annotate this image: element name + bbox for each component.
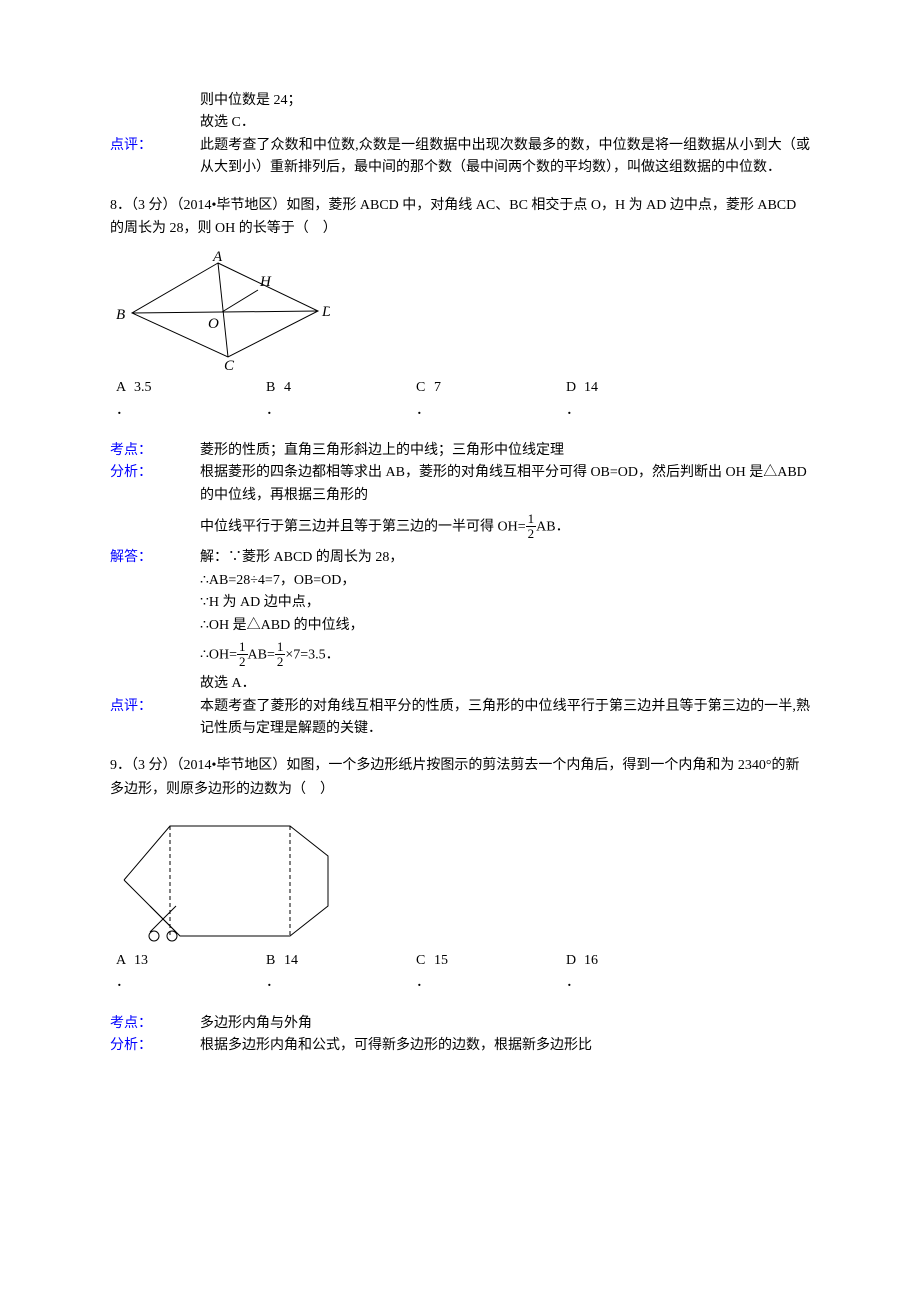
q8-opt-c: C． 7 bbox=[416, 377, 566, 422]
q8-opt-d-val: 14 bbox=[584, 377, 598, 399]
q8-jieda-l2: ∴AB=28÷4=7，OB=OD， bbox=[200, 570, 810, 592]
opt-letter-a: A bbox=[116, 377, 134, 399]
q8-opt-b-val: 4 bbox=[284, 377, 291, 399]
q8-jieda-row: 解答： 解：∵菱形 ABCD 的周长为 28， ∴AB=28÷4=7，OB=OD… bbox=[110, 547, 810, 695]
q8-jieda-label: 解答： bbox=[110, 547, 200, 695]
q8-fenxi-a: 根据菱形的四条边都相等求出 AB，菱形的对角线互相平分可得 OB=OD，然后判断… bbox=[200, 465, 807, 502]
prev-solution-tail: 则中位数是 24； 故选 C． bbox=[110, 90, 810, 135]
q9-polygon-svg bbox=[110, 810, 340, 944]
q9-kaodian-label: 考点： bbox=[110, 1013, 200, 1035]
opt-dot: ． bbox=[416, 400, 434, 422]
prev-comment-row: 点评： 此题考查了众数和中位数,众数是一组数据中出现次数最多的数，中位数是将一组… bbox=[110, 135, 810, 180]
opt-dot: ． bbox=[566, 972, 584, 994]
opt-dot: ． bbox=[566, 400, 584, 422]
q8-opt-a-val: 3.5 bbox=[134, 377, 152, 399]
opt-dot: ． bbox=[266, 400, 284, 422]
q9-opt-a-val: 13 bbox=[134, 950, 148, 972]
q8-jieda-l5-prefix: ∴OH= bbox=[200, 647, 237, 662]
opt-dot: ． bbox=[266, 972, 284, 994]
fraction-half-2: 12 bbox=[237, 640, 248, 668]
svg-text:A: A bbox=[212, 249, 223, 265]
q9-opt-a: A． 13 bbox=[116, 950, 266, 995]
q9-opt-d: D． 16 bbox=[566, 950, 716, 995]
q9-fenxi-text: 根据多边形内角和公式，可得新多边形的边数，根据新多边形比 bbox=[200, 1035, 810, 1057]
q9-kaodian-row: 考点： 多边形内角与外角 bbox=[110, 1013, 810, 1035]
q9-stem: 9．（3 分）（2014•毕节地区）如图，一个多边形纸片按图示的剪法剪去一个内角… bbox=[110, 754, 810, 802]
q8-fenxi-b-prefix: 中位线平行于第三边并且等于第三边的一半可得 OH= bbox=[200, 519, 526, 534]
opt-letter-b: B bbox=[266, 377, 284, 399]
q9-kaodian-text: 多边形内角与外角 bbox=[200, 1013, 810, 1035]
opt-dot: ． bbox=[116, 400, 134, 422]
q9-figure bbox=[110, 810, 810, 944]
q9-options: A． 13 B． 14 C． 15 D． 16 bbox=[116, 950, 810, 995]
svg-text:C: C bbox=[224, 358, 235, 371]
q9-fenxi-label: 分析： bbox=[110, 1035, 200, 1057]
q8-jieda-l5-mid: AB= bbox=[248, 647, 275, 662]
opt-letter-d: D bbox=[566, 377, 584, 399]
opt-letter-c: C bbox=[416, 377, 434, 399]
q9-opt-b: B． 14 bbox=[266, 950, 416, 995]
q8-kaodian-text: 菱形的性质；直角三角形斜边上的中线；三角形中位线定理 bbox=[200, 440, 810, 462]
q8-fenxi-b: 中位线平行于第三边并且等于第三边的一半可得 OH=12AB． bbox=[200, 513, 810, 541]
q9-opt-d-val: 16 bbox=[584, 950, 598, 972]
q8-fenxi-label: 分析： bbox=[110, 462, 200, 541]
q8-figure: A B C D O H bbox=[110, 249, 810, 371]
q9-opt-c-val: 15 bbox=[434, 950, 448, 972]
q9-opt-b-val: 14 bbox=[284, 950, 298, 972]
svg-text:B: B bbox=[116, 307, 125, 323]
prev-comment-label: 点评： bbox=[110, 135, 200, 180]
opt-dot: ． bbox=[416, 972, 434, 994]
fraction-half-3: 12 bbox=[275, 640, 286, 668]
q8-jieda-text: 解：∵菱形 ABCD 的周长为 28， ∴AB=28÷4=7，OB=OD， ∵H… bbox=[200, 547, 810, 695]
q9-opt-c: C． 15 bbox=[416, 950, 566, 995]
opt-dot: ． bbox=[116, 972, 134, 994]
q8-stem: 8．（3 分）（2014•毕节地区）如图，菱形 ABCD 中，对角线 AC、BC… bbox=[110, 194, 810, 242]
prev-tail-line2: 故选 C． bbox=[200, 112, 810, 134]
q8-fenxi-text: 根据菱形的四条边都相等求出 AB，菱形的对角线互相平分可得 OB=OD，然后判断… bbox=[200, 462, 810, 541]
scissors-icon bbox=[149, 906, 177, 941]
opt-letter-d: D bbox=[566, 950, 584, 972]
opt-letter-b: B bbox=[266, 950, 284, 972]
q8-jieda-l5: ∴OH=12AB=12×7=3.5． bbox=[200, 641, 810, 669]
q8-options: A． 3.5 B． 4 C． 7 D． 14 bbox=[116, 377, 810, 422]
opt-letter-c: C bbox=[416, 950, 434, 972]
q8-jieda-l6: 故选 A． bbox=[200, 673, 810, 695]
prev-tail-content: 则中位数是 24； 故选 C． bbox=[200, 90, 810, 135]
q8-opt-b: B． 4 bbox=[266, 377, 416, 422]
fraction-half-1: 12 bbox=[526, 512, 537, 540]
label-empty bbox=[110, 90, 200, 135]
q8-rhombus-svg: A B C D O H bbox=[110, 249, 330, 371]
q8-opt-c-val: 7 bbox=[434, 377, 441, 399]
q8-opt-a: A． 3.5 bbox=[116, 377, 266, 422]
q8-fenxi-b-suffix: AB． bbox=[536, 519, 569, 534]
q8-fenxi-row: 分析： 根据菱形的四条边都相等求出 AB，菱形的对角线互相平分可得 OB=OD，… bbox=[110, 462, 810, 541]
svg-text:H: H bbox=[259, 274, 272, 290]
prev-comment-text: 此题考查了众数和中位数,众数是一组数据中出现次数最多的数，中位数是将一组数据从小… bbox=[200, 135, 810, 180]
q9-fenxi-row: 分析： 根据多边形内角和公式，可得新多边形的边数，根据新多边形比 bbox=[110, 1035, 810, 1057]
q8-dianping-row: 点评： 本题考查了菱形的对角线互相平分的性质，三角形的中位线平行于第三边并且等于… bbox=[110, 696, 810, 741]
q8-jieda-l1: 解：∵菱形 ABCD 的周长为 28， bbox=[200, 547, 810, 569]
opt-letter-a: A bbox=[116, 950, 134, 972]
q8-dianping-label: 点评： bbox=[110, 696, 200, 741]
q8-jieda-l3: ∵H 为 AD 边中点， bbox=[200, 592, 810, 614]
q8-kaodian-label: 考点： bbox=[110, 440, 200, 462]
q8-jieda-l5-suffix: ×7=3.5． bbox=[285, 647, 339, 662]
q8-jieda-l4: ∴OH 是△ABD 的中位线， bbox=[200, 615, 810, 637]
svg-text:D: D bbox=[321, 304, 330, 320]
q8-opt-d: D． 14 bbox=[566, 377, 716, 422]
prev-tail-line1: 则中位数是 24； bbox=[200, 90, 810, 112]
q8-kaodian-row: 考点： 菱形的性质；直角三角形斜边上的中线；三角形中位线定理 bbox=[110, 440, 810, 462]
svg-text:O: O bbox=[208, 316, 219, 332]
q8-dianping-text: 本题考查了菱形的对角线互相平分的性质，三角形的中位线平行于第三边并且等于第三边的… bbox=[200, 696, 810, 741]
